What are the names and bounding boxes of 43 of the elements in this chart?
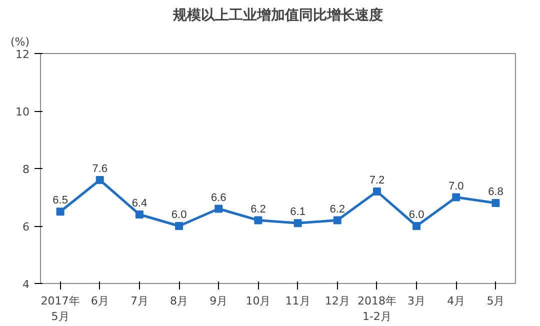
point	[492, 199, 500, 207]
data-label: 6.2	[330, 203, 346, 216]
data-label: 7.2	[369, 174, 385, 186]
x-tick-label: 2018年 1-2月	[357, 294, 396, 324]
y-tick-label: 6	[22, 220, 30, 234]
y-axis-title: (%)	[10, 36, 30, 48]
x-tick-label: 5月	[486, 294, 505, 308]
point	[96, 176, 104, 184]
point	[56, 208, 64, 216]
data-label: 6.0	[408, 209, 424, 221]
x-tick-label: 9月	[210, 294, 228, 308]
point	[372, 188, 381, 196]
x-tick-label: 8月	[170, 294, 188, 308]
chart-title: 规模以上工业增加值同比增长速度	[172, 6, 383, 24]
y-tick-label: 12	[16, 48, 30, 61]
data-label: 6.8	[488, 186, 504, 198]
point	[135, 210, 144, 218]
point	[254, 216, 262, 224]
data-label: 6.6	[210, 192, 226, 204]
point	[175, 222, 184, 230]
data-label: 6.0	[171, 209, 187, 221]
data-label: 6.4	[132, 198, 148, 210]
x-tick-label: 12月	[324, 294, 350, 308]
y-tick-label: 10	[16, 106, 30, 118]
point	[412, 222, 421, 230]
x-tick-label: 10月	[246, 294, 271, 308]
point	[214, 204, 223, 213]
data-label: 6.5	[52, 194, 68, 207]
x-tick-label: 3月	[408, 294, 426, 308]
x-tick-label: 4月	[447, 294, 466, 308]
data-label: 6.2	[250, 203, 266, 216]
data-label: 6.1	[290, 206, 306, 218]
point	[333, 216, 342, 224]
x-tick-label: 2017年 5月	[40, 294, 80, 324]
x-tick-label: 6月	[90, 294, 109, 308]
point	[294, 219, 302, 228]
y-tick-label: 8	[22, 163, 30, 176]
point	[452, 193, 460, 202]
x-tick-label: 11月	[285, 294, 310, 308]
data-label: 7.6	[92, 163, 108, 175]
data-label: 7.0	[448, 180, 464, 192]
y-tick-label: 4	[22, 278, 30, 291]
x-tick-label: 7月	[130, 294, 148, 308]
